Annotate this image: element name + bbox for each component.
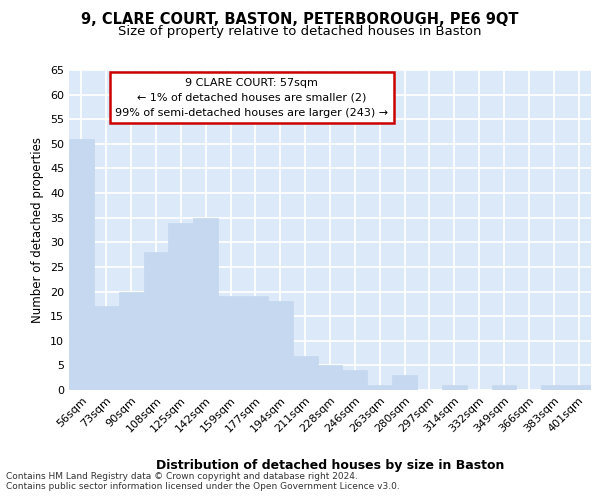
Bar: [392, 375, 417, 390]
Text: Contains public sector information licensed under the Open Government Licence v3: Contains public sector information licen…: [6, 482, 400, 491]
Bar: [367, 385, 392, 390]
Bar: [119, 292, 143, 390]
Bar: [442, 385, 467, 390]
Bar: [94, 306, 119, 390]
Bar: [268, 302, 293, 390]
Text: Distribution of detached houses by size in Baston: Distribution of detached houses by size …: [156, 460, 504, 472]
Bar: [243, 296, 268, 390]
Text: Contains HM Land Registry data © Crown copyright and database right 2024.: Contains HM Land Registry data © Crown c…: [6, 472, 358, 481]
Bar: [541, 385, 566, 390]
Bar: [293, 356, 317, 390]
Text: Size of property relative to detached houses in Baston: Size of property relative to detached ho…: [118, 25, 482, 38]
Y-axis label: Number of detached properties: Number of detached properties: [31, 137, 44, 323]
Text: 9, CLARE COURT, BASTON, PETERBOROUGH, PE6 9QT: 9, CLARE COURT, BASTON, PETERBOROUGH, PE…: [81, 12, 519, 28]
Bar: [317, 366, 343, 390]
Bar: [69, 139, 94, 390]
Bar: [169, 222, 193, 390]
Bar: [566, 385, 591, 390]
Bar: [343, 370, 367, 390]
Bar: [193, 218, 218, 390]
Bar: [143, 252, 169, 390]
Text: 9 CLARE COURT: 57sqm
← 1% of detached houses are smaller (2)
99% of semi-detache: 9 CLARE COURT: 57sqm ← 1% of detached ho…: [115, 78, 388, 118]
Bar: [218, 296, 243, 390]
Bar: [491, 385, 517, 390]
